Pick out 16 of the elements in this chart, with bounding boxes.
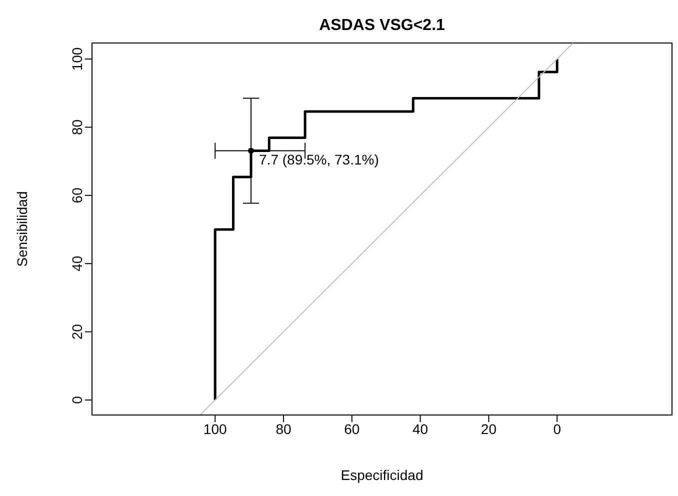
x-tick-label: 40 [412, 420, 428, 437]
y-tick-label: 100 [68, 47, 85, 71]
y-tick-label: 60 [68, 187, 85, 204]
x-axis-title: Especificidad [340, 467, 424, 483]
x-tick-label: 60 [344, 420, 360, 437]
x-tick-label: 20 [480, 420, 497, 437]
y-tick-label: 80 [68, 119, 85, 136]
y-tick-label: 0 [68, 396, 85, 404]
annotation: 7.7 (89.5%, 73.1%) [259, 152, 379, 168]
y-axis-title: Sensibilidad [14, 191, 30, 267]
x-tick-label: 80 [276, 420, 292, 437]
y-tick-label: 20 [68, 324, 85, 340]
y-tick-label: 40 [68, 256, 85, 272]
x-tick-label: 0 [553, 420, 562, 437]
x-tick-label: 100 [203, 420, 228, 437]
chart-title: ASDAS VSG<2.1 [319, 17, 446, 34]
